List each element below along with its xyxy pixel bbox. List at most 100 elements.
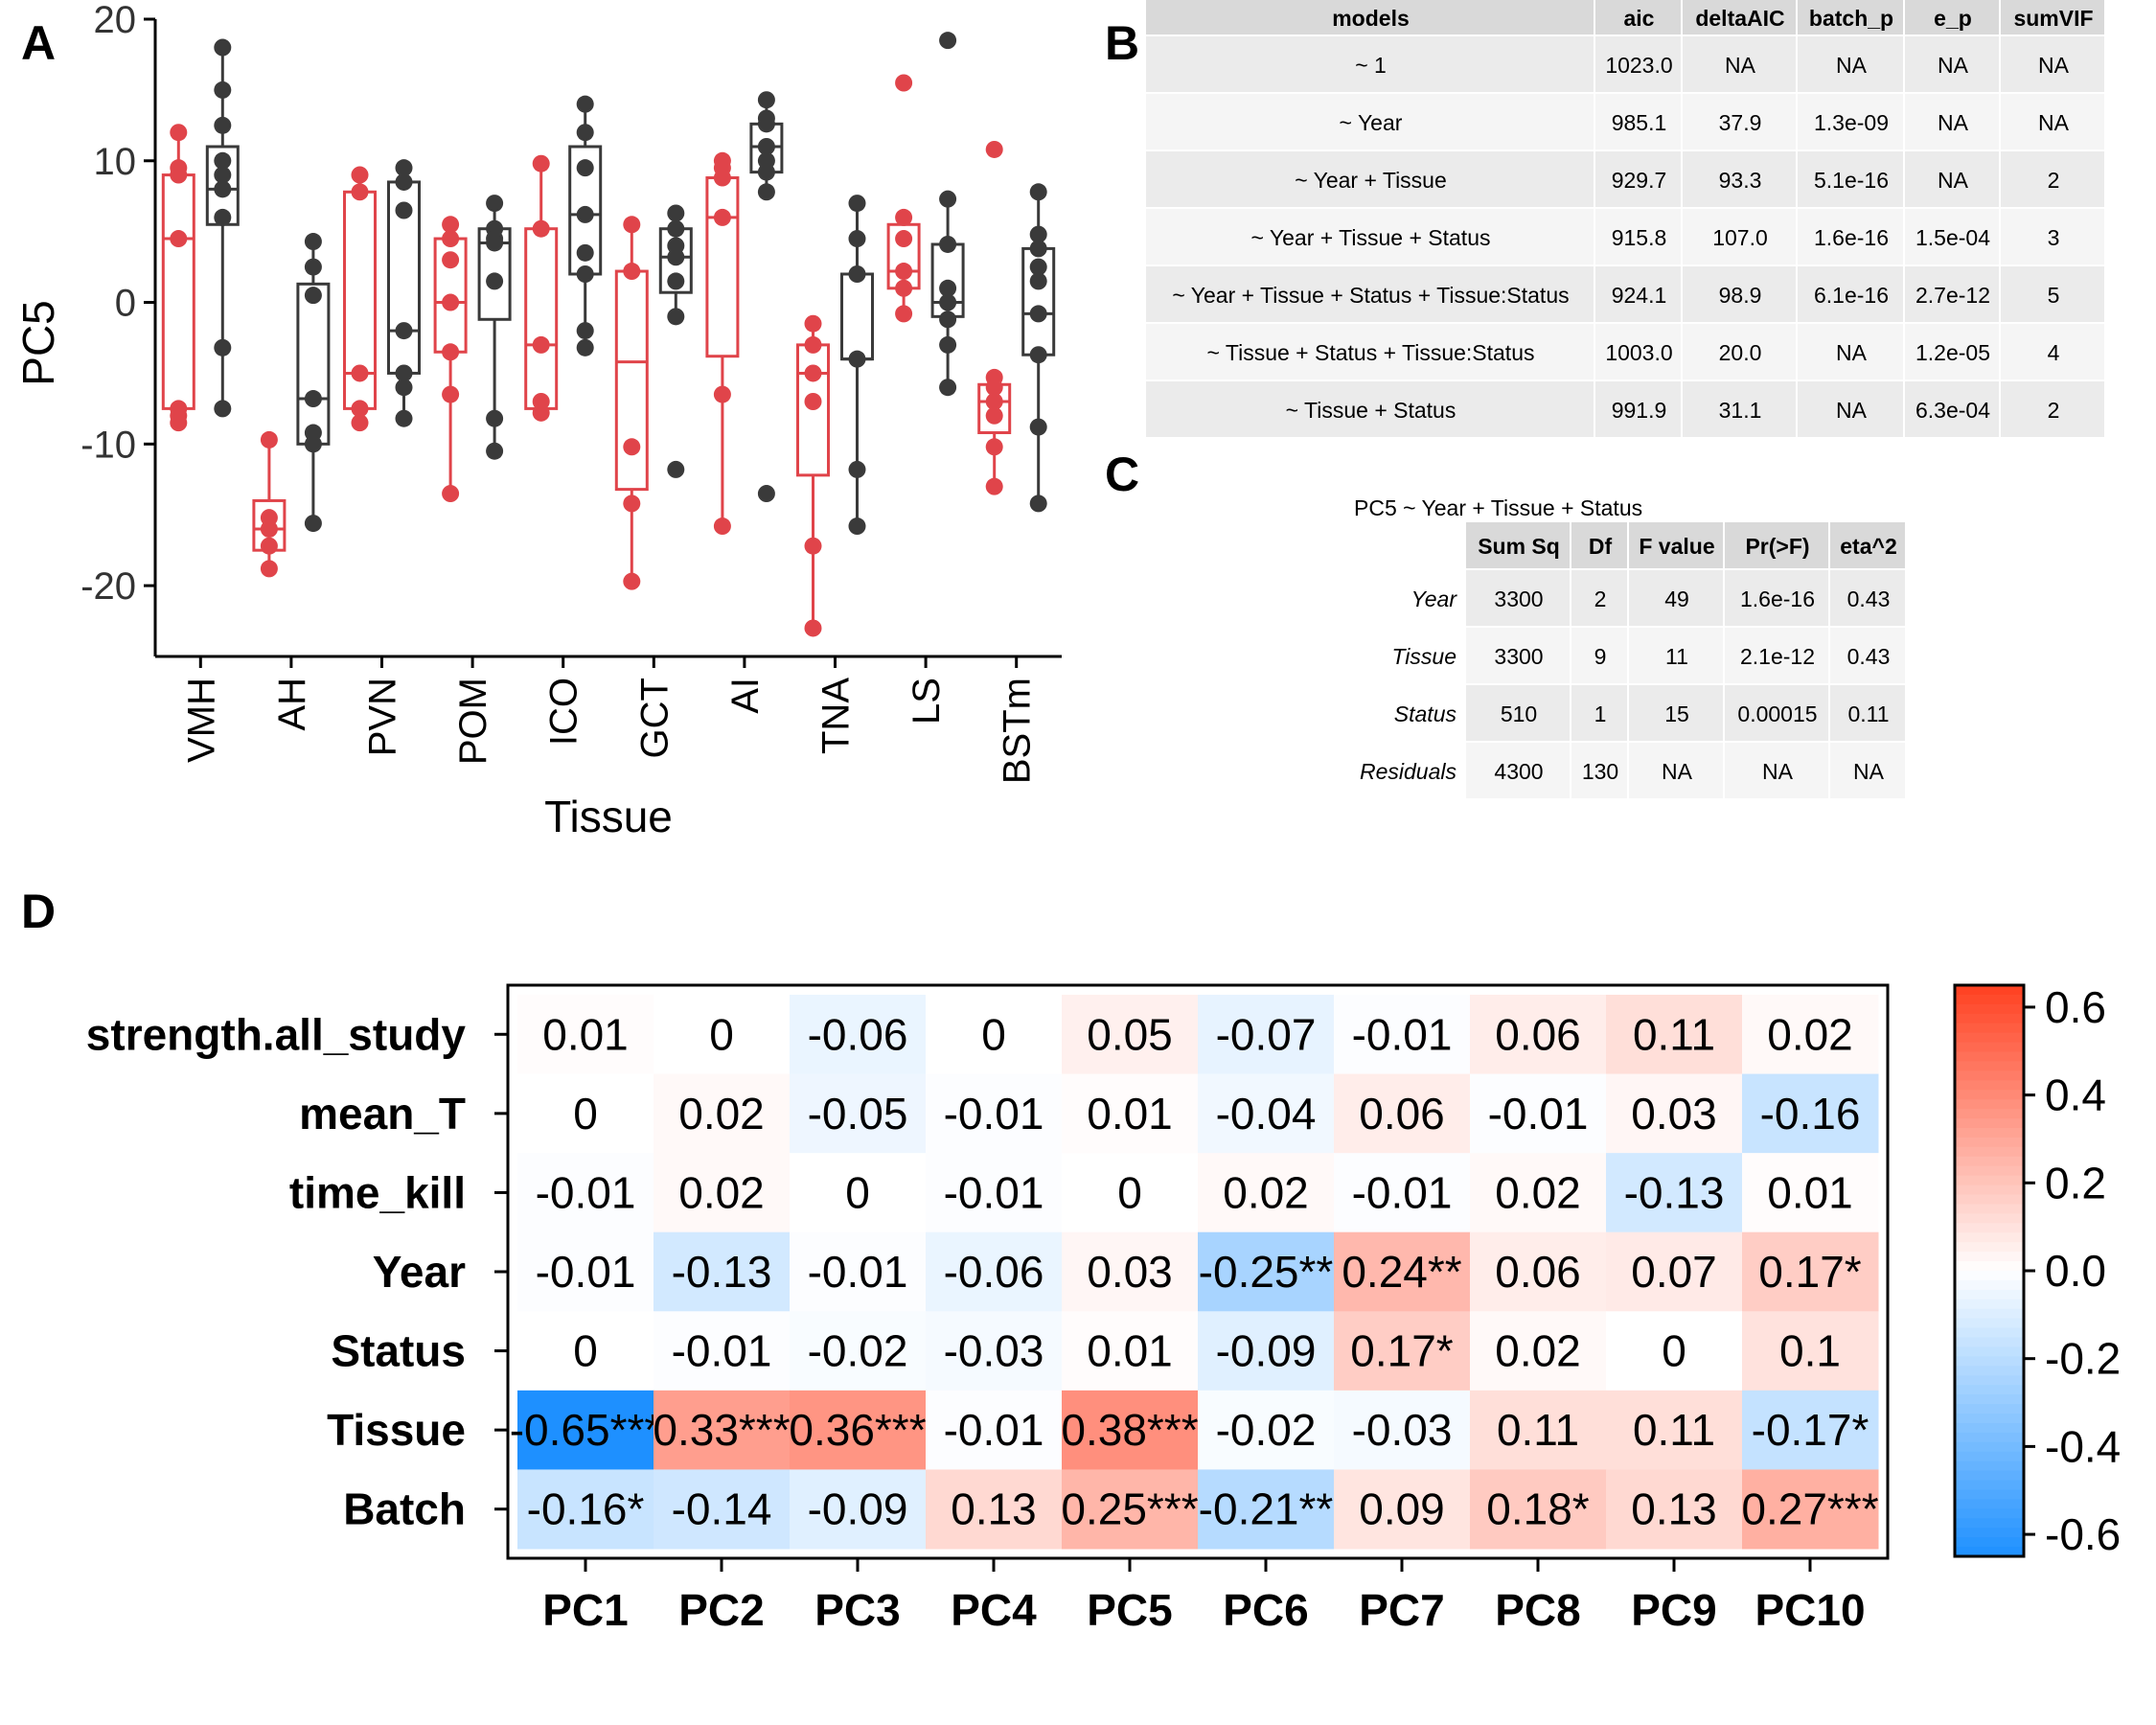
legend-gradient-step bbox=[1955, 1441, 2024, 1453]
table-header-cell bbox=[1571, 522, 1627, 568]
heatmap-cell-label: -0.25** bbox=[1199, 1247, 1334, 1297]
table-cell bbox=[1683, 36, 1796, 92]
boxplot-y-axis-title: PC5 bbox=[13, 300, 63, 385]
x-tick-label: PVN bbox=[362, 678, 404, 756]
box-point bbox=[939, 379, 957, 397]
box-point bbox=[442, 251, 460, 269]
heatmap-col-label: PC3 bbox=[814, 1585, 900, 1635]
heatmap-cell-label: 0.13 bbox=[951, 1484, 1037, 1534]
heatmap-cell-label: 0.11 bbox=[1633, 1009, 1715, 1059]
box-point bbox=[260, 430, 278, 448]
heatmap-cell-label: -0.13 bbox=[1624, 1167, 1725, 1217]
table-cell-value: NA bbox=[1762, 759, 1794, 784]
heatmap-cell-label: 0.27*** bbox=[1741, 1484, 1878, 1534]
heatmap-cell bbox=[1334, 1231, 1471, 1312]
heatmap-cell-label: -0.01 bbox=[536, 1167, 636, 1217]
table-cell bbox=[1146, 151, 1594, 207]
table-cell-value: NA bbox=[2038, 53, 2070, 78]
legend-gradient-step bbox=[1955, 1480, 2024, 1491]
table-cell-value: 4300 bbox=[1494, 759, 1543, 784]
heatmap-row-label: Tissue bbox=[327, 1405, 466, 1455]
box-point bbox=[895, 305, 913, 323]
box-point bbox=[848, 195, 866, 213]
legend-gradient-step bbox=[1955, 1356, 2024, 1368]
box-point bbox=[895, 74, 913, 92]
box-point bbox=[939, 310, 957, 329]
box-point bbox=[395, 364, 413, 382]
x-tick-label: ICO bbox=[543, 678, 585, 746]
box-point bbox=[395, 409, 413, 427]
heatmap-cell-label: 0.03 bbox=[1087, 1247, 1173, 1297]
heatmap-cell bbox=[926, 1073, 1063, 1154]
box-point bbox=[757, 115, 775, 133]
box-point bbox=[486, 272, 504, 290]
box-point bbox=[442, 485, 460, 503]
legend-gradient-step bbox=[1955, 1337, 2024, 1348]
box-point bbox=[304, 258, 322, 276]
heatmap-cell bbox=[654, 1469, 791, 1550]
table-cell-value: 924.1 bbox=[1612, 283, 1667, 308]
box-point bbox=[895, 263, 913, 281]
table-cell bbox=[1905, 324, 1999, 380]
box-point bbox=[804, 364, 822, 382]
table-cell-value: 1.6e-16 bbox=[1814, 225, 1889, 250]
heatmap-col-label: PC7 bbox=[1359, 1585, 1444, 1635]
table-cell-value: ~ Tissue + Status + Tissue:Status bbox=[1207, 340, 1535, 365]
heatmap-cell-label: 0.38*** bbox=[1061, 1405, 1198, 1455]
table-cell bbox=[1146, 266, 1594, 322]
table-cell bbox=[2001, 209, 2104, 264]
table-cell bbox=[1466, 743, 1570, 798]
boxplot-axes bbox=[144, 17, 1062, 668]
heatmap-cell-label: 0.02 bbox=[1495, 1167, 1581, 1217]
heatmap-cell bbox=[517, 1390, 654, 1470]
table-row-label: Tissue bbox=[1391, 644, 1456, 669]
box-point bbox=[351, 414, 369, 432]
table-cell-value: ~ 1 bbox=[1355, 53, 1387, 78]
box-point bbox=[1029, 346, 1047, 364]
heatmap-cell-label: -0.17* bbox=[1752, 1405, 1869, 1455]
box-point bbox=[576, 95, 594, 113]
table-cell bbox=[2001, 266, 2104, 322]
legend-gradient-step bbox=[1955, 1080, 2024, 1092]
heatmap-col-label: PC9 bbox=[1631, 1585, 1716, 1635]
heatmap-cell bbox=[1742, 1231, 1879, 1312]
box-point bbox=[532, 219, 550, 238]
legend-gradient-step bbox=[1955, 1261, 2024, 1272]
heatmap-cell-label: 0.03 bbox=[1631, 1089, 1717, 1138]
legend-gradient-step bbox=[1955, 1537, 2024, 1548]
y-tick-label: -20 bbox=[80, 565, 136, 608]
heatmap-cell-label: 0.06 bbox=[1495, 1247, 1581, 1297]
box-point bbox=[757, 485, 775, 503]
heatmap-cell-label: -0.06 bbox=[808, 1009, 908, 1059]
table-cell bbox=[1595, 94, 1681, 150]
table-cell-value: 5 bbox=[2048, 283, 2060, 308]
box-gct-red bbox=[614, 216, 649, 590]
heatmap-cell bbox=[1470, 1153, 1607, 1233]
x-tick-label: GCT bbox=[633, 678, 676, 758]
table-cell-value: 2.1e-12 bbox=[1740, 644, 1815, 669]
box-point bbox=[848, 518, 866, 536]
legend-gradient-step bbox=[1955, 1375, 2024, 1386]
heatmap-cell bbox=[1334, 1311, 1471, 1392]
box-point bbox=[395, 172, 413, 191]
table-cell bbox=[1798, 381, 1903, 437]
box-point bbox=[895, 208, 913, 226]
table-cell bbox=[1905, 94, 1999, 150]
heatmap-cell bbox=[926, 1231, 1063, 1312]
box-point bbox=[170, 166, 188, 184]
table-cell bbox=[2001, 324, 2104, 380]
table-cell bbox=[1571, 628, 1627, 683]
legend-gradient-step bbox=[1955, 1184, 2024, 1196]
box-ah-red bbox=[252, 430, 287, 578]
heatmap-row-label: Year bbox=[373, 1247, 466, 1297]
heatmap-cell bbox=[926, 1311, 1063, 1392]
legend-gradient-step bbox=[1955, 1090, 2024, 1100]
heatmap-cell-label: -0.06 bbox=[944, 1247, 1044, 1297]
legend-gradient-step bbox=[1955, 1451, 2024, 1462]
table-cell bbox=[1798, 36, 1903, 92]
box-point bbox=[939, 279, 957, 297]
heatmap-cell bbox=[1470, 1231, 1607, 1312]
box-point bbox=[304, 435, 322, 453]
x-tick-label: BSTm bbox=[997, 678, 1039, 784]
heatmap-cell bbox=[1334, 995, 1471, 1075]
